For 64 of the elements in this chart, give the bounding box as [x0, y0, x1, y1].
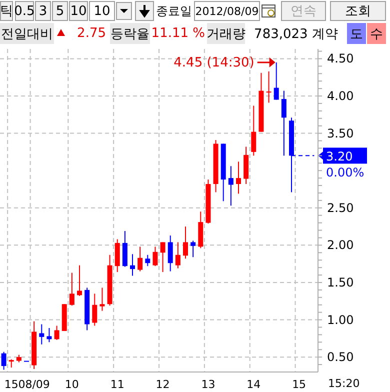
- x-tick-label: 13: [201, 378, 216, 391]
- x-tick-label: 10: [64, 378, 79, 391]
- annotation: 4.45 (14:30): [174, 55, 254, 70]
- text: 틱: [0, 1, 13, 21]
- candlestick: [168, 234, 173, 272]
- text: 연속: [281, 1, 326, 21]
- candlestick: [39, 324, 44, 345]
- candlestick: [228, 166, 234, 206]
- candlestick: [175, 242, 180, 269]
- text: 15:20: [328, 377, 360, 390]
- candlestick: [122, 230, 128, 268]
- text: 도: [347, 23, 366, 44]
- candlestick: [46, 327, 52, 343]
- text: 종료일: [155, 2, 193, 20]
- y-tick-label: 4.00: [327, 88, 354, 103]
- text: 5: [52, 1, 68, 21]
- text: 등락율: [110, 23, 150, 44]
- candlestick: [281, 90, 286, 156]
- x-tick-label: 15: [4, 378, 18, 391]
- text: 10: [89, 1, 115, 21]
- y-tick-label: 4.50: [327, 52, 354, 66]
- text: 3: [35, 1, 51, 21]
- text: 0.5: [14, 1, 35, 21]
- candlestick: [69, 272, 74, 306]
- candlestick: [130, 254, 135, 276]
- y-tick-label: 1.50: [327, 275, 354, 290]
- candlestick: [190, 240, 196, 258]
- candlestick: [274, 62, 279, 100]
- x-tick-label: 14: [246, 378, 261, 391]
- y-tick-label: 2.50: [327, 200, 354, 215]
- x-tick-label: 11: [110, 378, 124, 391]
- candlestick: [152, 246, 158, 267]
- candlestick: [92, 293, 98, 326]
- text: 2.75: [76, 25, 106, 43]
- y-tick-label: 2.00: [327, 238, 354, 252]
- candlestick: [183, 226, 188, 260]
- candlestick: [160, 242, 166, 273]
- y-tick-label: 3.50: [327, 126, 354, 140]
- candlestick: [77, 264, 82, 296]
- candlestick: [145, 254, 150, 267]
- candlestick: [236, 161, 241, 194]
- candlestick: [138, 246, 143, 272]
- ref-line-label: 3.20: [326, 150, 353, 164]
- y-tick-label: 1.00: [327, 312, 354, 327]
- candlestick: [244, 146, 249, 185]
- text: 조회: [330, 1, 386, 21]
- candlestick: [1, 351, 6, 370]
- text: 전일대비: [0, 23, 54, 44]
- candlestick: [114, 238, 120, 273]
- x-tick-label: 15: [292, 378, 306, 391]
- text: 0.00%: [326, 166, 364, 180]
- candlestick: [266, 70, 272, 104]
- candlestick: [251, 105, 256, 156]
- text: 수: [367, 23, 386, 44]
- text: 10: [69, 1, 88, 21]
- text: 783,023 계약: [253, 26, 339, 44]
- candlestick: [54, 325, 60, 340]
- text: 거래량: [206, 23, 246, 44]
- candlestick: [100, 287, 105, 312]
- text: 11.11 %: [151, 25, 205, 43]
- text: 2012/08/09: [194, 1, 260, 21]
- x-tick-label: 08/09: [18, 378, 50, 391]
- y-tick-label: 0.50: [327, 350, 354, 364]
- x-tick-label: 12: [156, 378, 170, 391]
